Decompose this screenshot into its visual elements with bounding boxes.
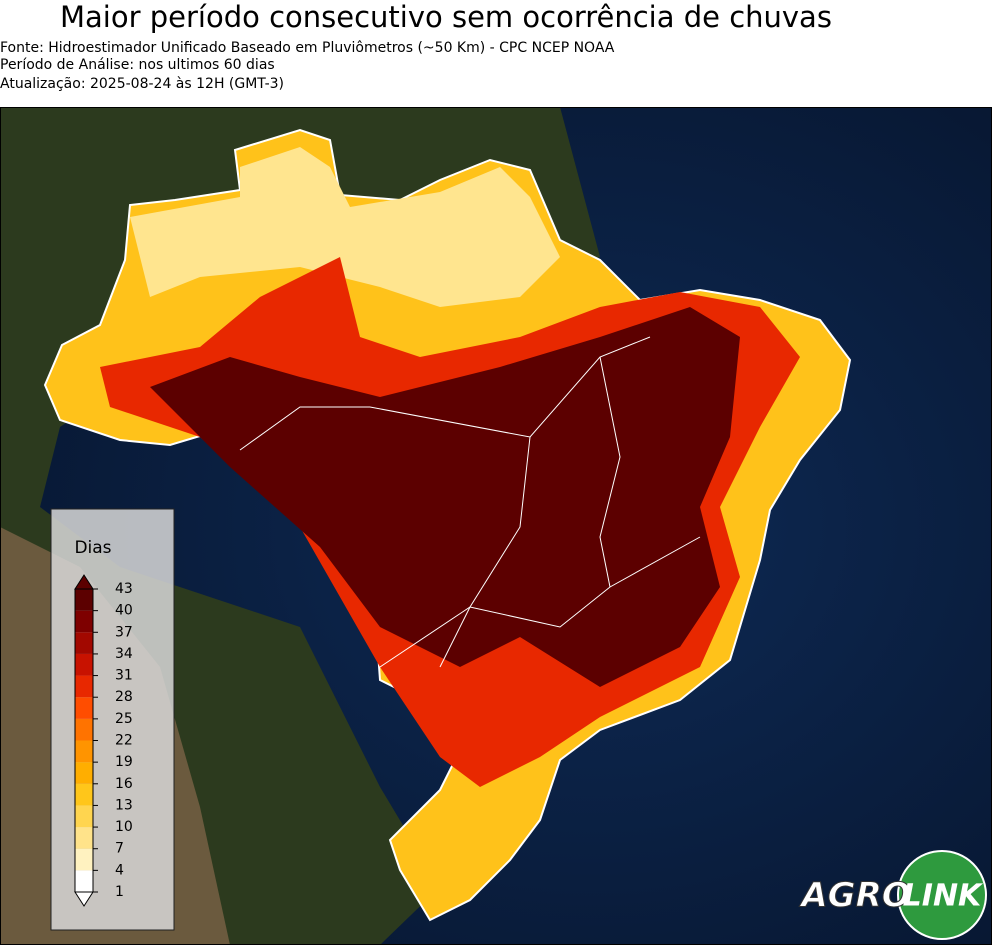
period-line: Período de Análise: nos ultimos 60 dias <box>0 57 275 73</box>
title: Maior período consecutivo sem ocorrência… <box>60 0 832 34</box>
map <box>0 107 992 945</box>
state-borders <box>239 336 701 668</box>
north-region <box>130 147 560 307</box>
source-line: Fonte: Hidroestimador Unificado Baseado … <box>0 40 615 56</box>
update-line: Atualização: 2025-08-24 às 12H (GMT-3) <box>0 76 284 92</box>
core-region <box>150 307 740 687</box>
